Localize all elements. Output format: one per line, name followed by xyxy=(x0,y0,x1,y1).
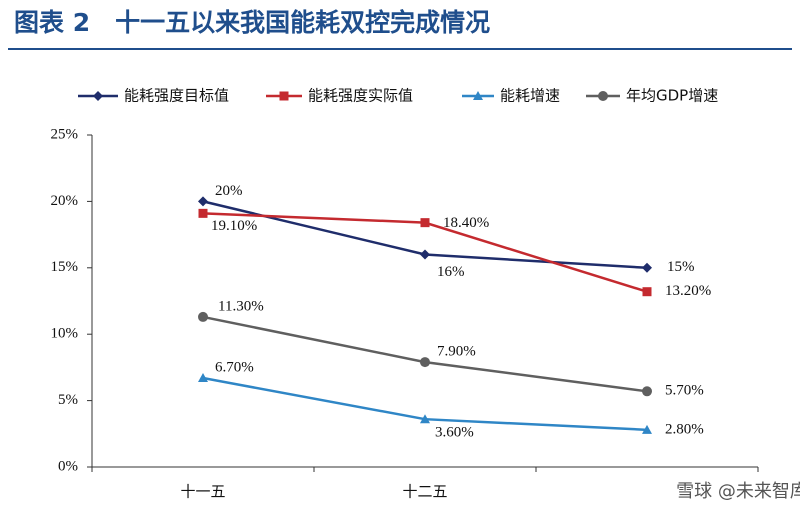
y-tick-label: 20% xyxy=(51,193,79,209)
data-label: 5.70% xyxy=(665,383,704,399)
y-tick-label: 10% xyxy=(51,326,79,342)
data-label: 13.20% xyxy=(665,283,711,299)
marker xyxy=(642,424,652,434)
marker xyxy=(642,386,652,397)
data-label: 18.40% xyxy=(443,215,489,231)
marker xyxy=(420,414,430,424)
data-label: 19.10% xyxy=(211,218,257,234)
chart-title: 图表 2 十一五以来我国能耗双控完成情况 xyxy=(14,8,490,37)
data-label: 15% xyxy=(667,259,695,275)
marker xyxy=(642,262,652,273)
marker xyxy=(473,91,483,100)
marker xyxy=(420,218,430,228)
data-label: 11.30% xyxy=(218,298,264,314)
y-tick-label: 0% xyxy=(58,458,78,474)
marker xyxy=(198,311,208,322)
series-line xyxy=(202,315,648,393)
data-label: 16% xyxy=(437,264,465,280)
marker xyxy=(198,196,208,207)
data-label: 20% xyxy=(215,183,243,199)
data-label: 3.60% xyxy=(435,425,474,441)
x-tick-label: 十一五 xyxy=(180,483,225,501)
x-tick-label: 十二五 xyxy=(402,483,447,501)
y-tick-label: 5% xyxy=(58,392,78,408)
marker xyxy=(420,249,430,260)
marker xyxy=(93,91,103,101)
legend-label: 能耗强度目标值 xyxy=(124,87,229,105)
data-label: 6.70% xyxy=(215,359,254,375)
legend-label: 能耗强度实际值 xyxy=(308,87,413,105)
y-tick-label: 25% xyxy=(51,126,79,142)
marker xyxy=(642,287,652,297)
marker xyxy=(198,208,208,218)
marker xyxy=(598,91,608,101)
data-label: 7.90% xyxy=(437,344,476,360)
y-tick-label: 15% xyxy=(51,259,79,275)
legend-label: 能耗增速 xyxy=(500,87,560,105)
watermark: 雪球 @未来智库 xyxy=(676,481,800,502)
data-label: 2.80% xyxy=(665,421,704,437)
marker xyxy=(198,373,208,383)
marker xyxy=(420,357,430,368)
legend-label: 年均GDP增速 xyxy=(626,87,718,105)
marker xyxy=(279,91,289,101)
